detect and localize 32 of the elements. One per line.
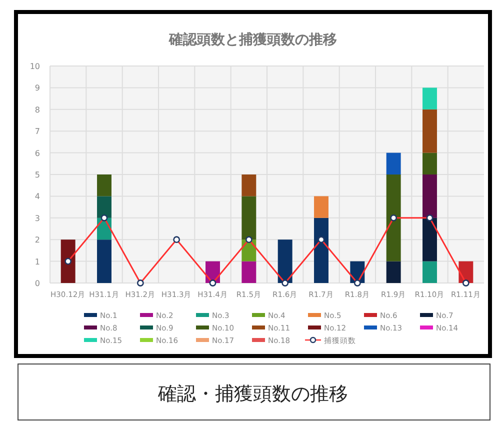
y-tick-label: 10 [30,62,40,71]
bar [97,240,112,283]
chart-title: 確認頭数と捕獲頭数の推移 [168,31,337,48]
bar [242,196,256,240]
y-tick-label: 4 [34,192,40,202]
bar [242,261,256,283]
bar [422,261,437,283]
bar [422,109,437,153]
y-tick-label: 8 [34,105,40,114]
bar [97,174,112,196]
bar [422,152,437,174]
bar [314,218,328,283]
bar [60,240,76,283]
bar [422,218,437,262]
bar [422,88,437,110]
bar [386,261,401,283]
y-tick-label: 1 [34,257,40,266]
y-tick-label: 7 [34,127,40,136]
y-tick-label: 2 [34,236,40,245]
bar [386,152,401,174]
y-tick-label: 5 [34,170,40,180]
bar [386,174,401,262]
bar [422,174,437,218]
bar [314,196,328,218]
y-tick-label: 6 [34,148,40,158]
y-tick-label: 3 [34,214,40,223]
bar [278,240,292,283]
text: 確認・捕獲頭数の推移 [157,383,348,405]
y-tick-label: 0 [34,279,40,288]
y-tick-label: 9 [34,84,40,93]
bar [242,174,256,196]
bar [97,196,112,218]
